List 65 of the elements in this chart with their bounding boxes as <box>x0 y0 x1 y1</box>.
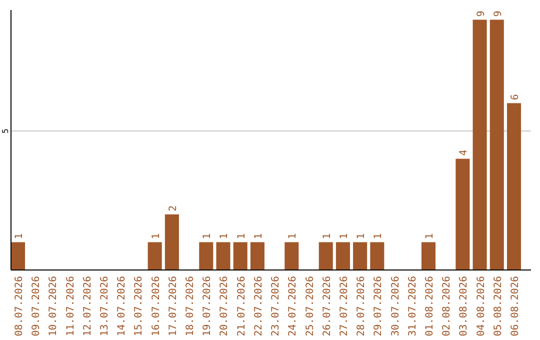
bar <box>250 242 264 270</box>
bar <box>506 103 521 270</box>
data-label: 1 <box>373 233 384 240</box>
data-label: 1 <box>322 233 333 240</box>
x-tick-label: 28.07.2026 <box>356 276 368 336</box>
data-label: 1 <box>14 233 26 240</box>
x-tick-label: 22.07.2026 <box>253 276 264 336</box>
bar <box>370 242 384 270</box>
bar <box>233 242 248 270</box>
bar <box>353 242 368 270</box>
x-tick-label: 09.07.2026 <box>31 276 42 336</box>
bar <box>148 242 162 270</box>
x-tick-label: 11.07.2026 <box>65 276 76 336</box>
bar <box>318 242 333 270</box>
data-label: 9 <box>492 10 504 17</box>
data-label: 1 <box>150 233 162 240</box>
bar <box>164 214 179 270</box>
x-tick-label: 05.08.2026 <box>492 276 504 336</box>
x-tick-label: 08.07.2026 <box>14 276 26 336</box>
x-tick-label: 15.07.2026 <box>134 276 145 336</box>
x-tick-label: 18.07.2026 <box>185 276 196 336</box>
x-tick-label: 23.07.2026 <box>270 276 282 336</box>
x-tick-label: 04.08.2026 <box>476 276 487 336</box>
x-tick-label: 21.07.2026 <box>236 276 248 336</box>
x-tick-label: 06.08.2026 <box>510 276 521 336</box>
x-tick-label: 20.07.2026 <box>219 276 230 336</box>
data-label: 1 <box>219 233 230 240</box>
data-label: 1 <box>424 233 436 240</box>
x-tick-label: 31.07.2026 <box>407 276 418 336</box>
x-tick-label: 25.07.2026 <box>304 276 316 336</box>
x-tick-label: 24.07.2026 <box>288 276 299 336</box>
bar <box>216 242 230 270</box>
bar <box>199 242 214 270</box>
x-tick-label: 26.07.2026 <box>322 276 333 336</box>
bar <box>421 242 436 270</box>
data-label: 1 <box>288 233 299 240</box>
x-tick-label: 13.07.2026 <box>100 276 111 336</box>
x-tick-label: 10.07.2026 <box>48 276 60 336</box>
x-tick-label: 02.08.2026 <box>442 276 453 336</box>
x-tick-label: 27.07.2026 <box>338 276 350 336</box>
data-label: 6 <box>510 94 521 100</box>
bar <box>490 20 504 270</box>
x-tick-label: 14.07.2026 <box>116 276 128 336</box>
x-tick-label: 16.07.2026 <box>150 276 162 336</box>
data-label: 1 <box>236 233 248 240</box>
y-tick-label: 5 <box>1 128 10 134</box>
bar <box>336 242 350 270</box>
x-tick-label: 30.07.2026 <box>390 276 402 336</box>
data-label: 1 <box>202 233 214 240</box>
bar <box>11 242 26 270</box>
bar <box>456 158 470 270</box>
x-tick-label: 03.08.2026 <box>458 276 470 336</box>
data-label: 1 <box>356 233 368 240</box>
data-label: 9 <box>476 10 487 17</box>
data-label: 1 <box>338 233 350 240</box>
data-label: 1 <box>253 233 264 240</box>
data-label: 2 <box>168 205 179 212</box>
x-tick-label: 17.07.2026 <box>168 276 179 336</box>
x-tick-label: 29.07.2026 <box>373 276 384 336</box>
data-label: 4 <box>458 150 470 156</box>
x-tick-label: 19.07.2026 <box>202 276 214 336</box>
x-tick-label: 01.08.2026 <box>424 276 436 336</box>
x-tick-label: 12.07.2026 <box>82 276 94 336</box>
bar <box>284 242 299 270</box>
bar <box>472 20 487 270</box>
